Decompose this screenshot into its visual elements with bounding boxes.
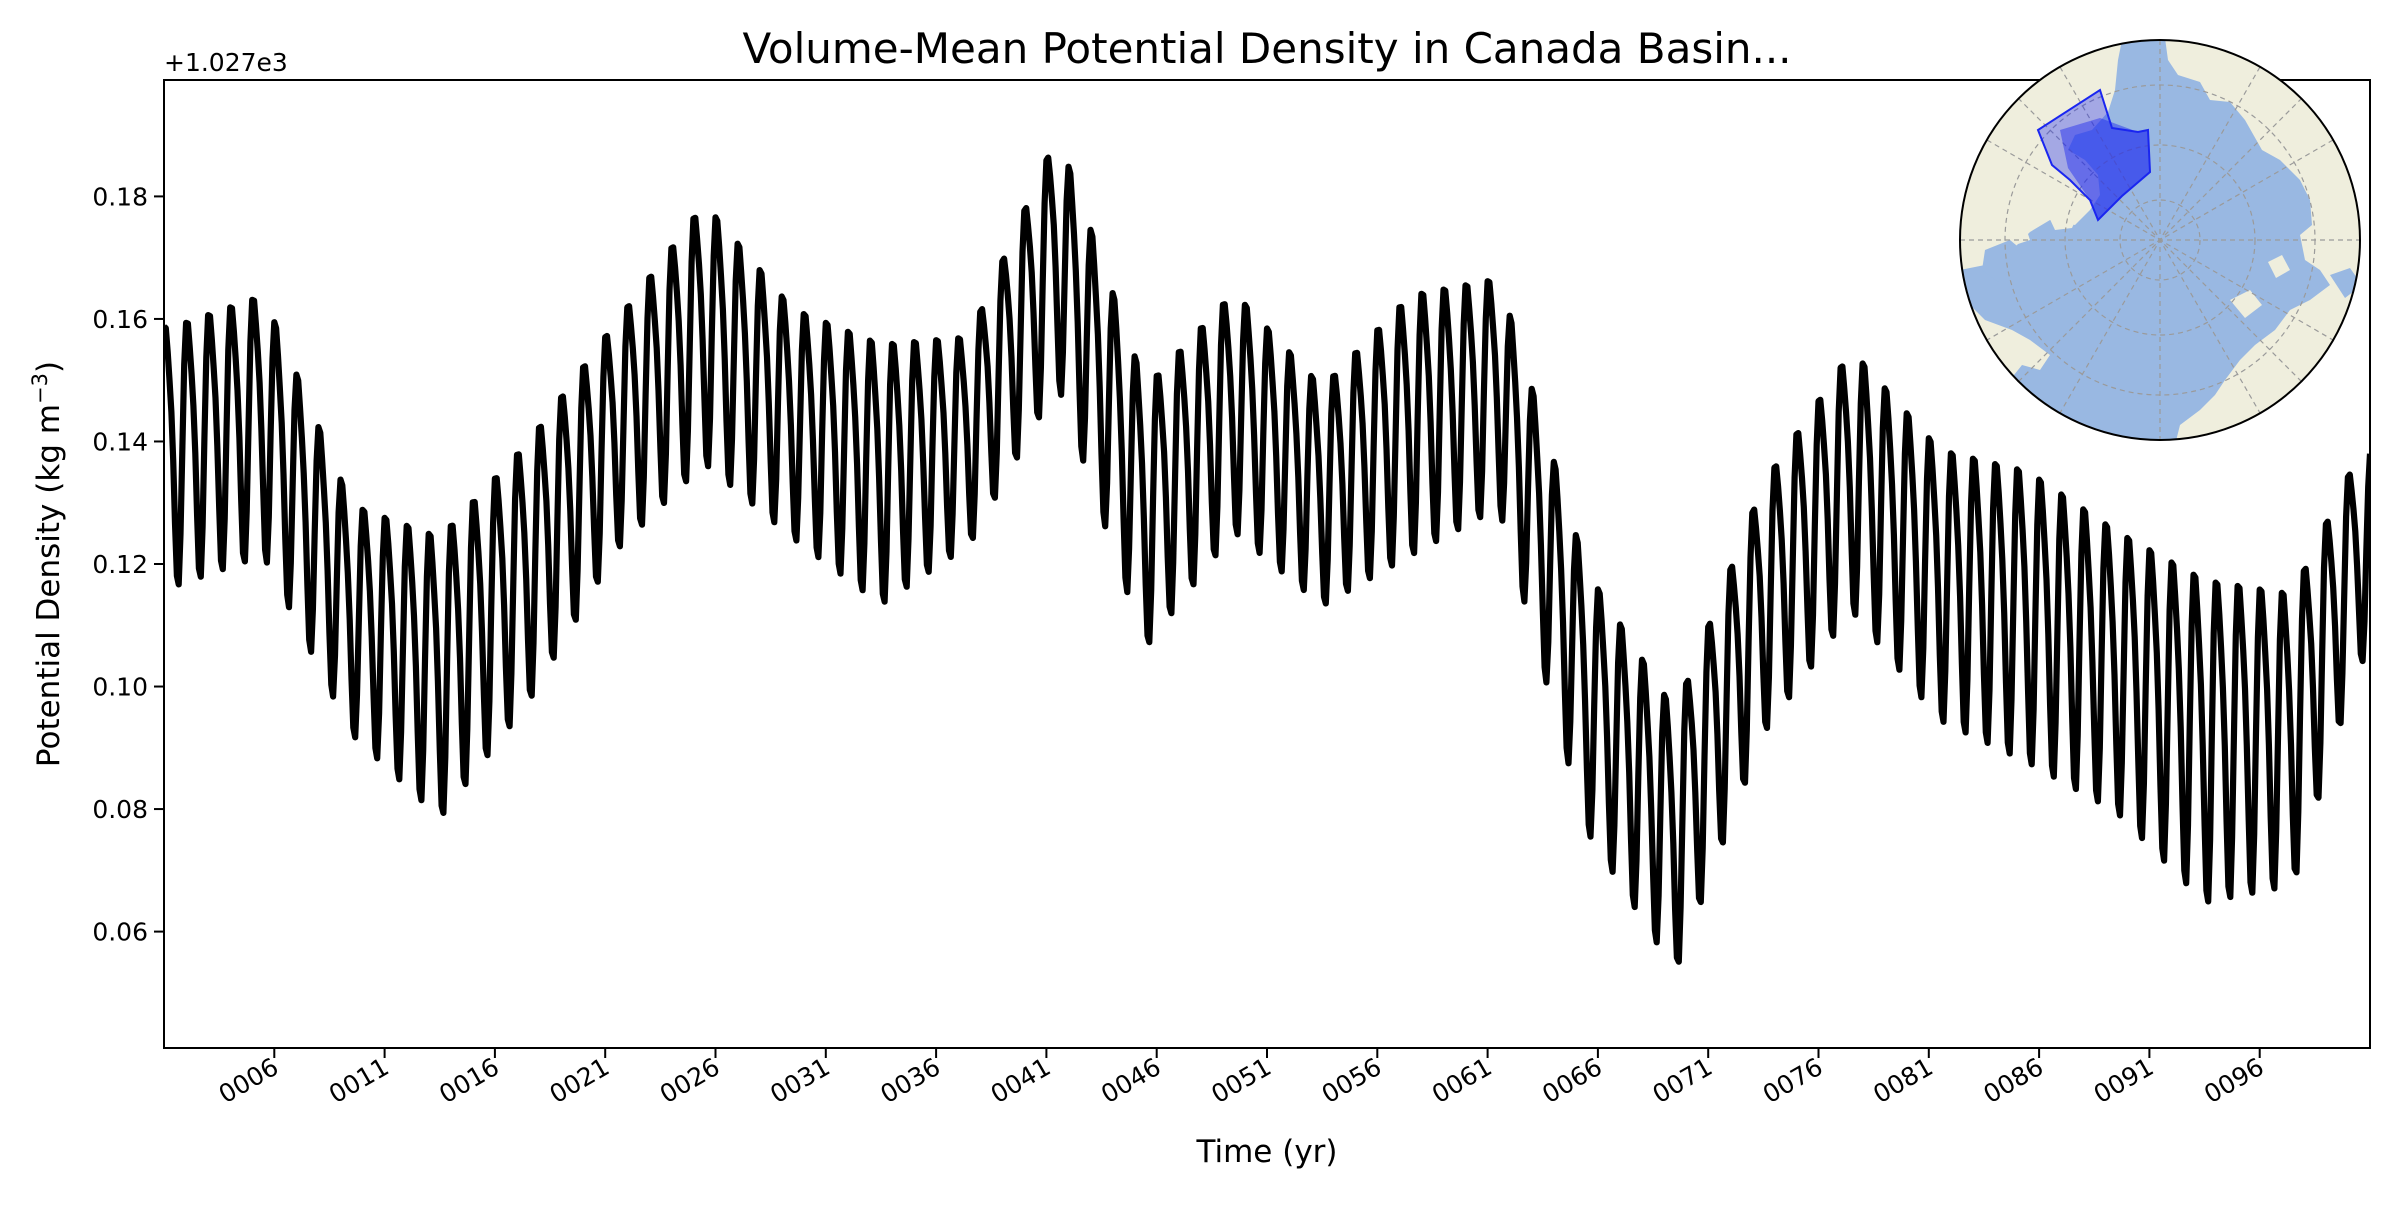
y-axis: 0.06 0.08 0.10 0.12 0.14 0.16 0.18: [92, 182, 164, 947]
y-tick-label: 0.08: [92, 795, 148, 824]
map-ocean: [1960, 40, 2330, 440]
y-tick-label: 0.06: [92, 918, 148, 947]
y-tick-label: 0.10: [92, 673, 148, 702]
y-axis-label: Potential Density (kg m−3): [28, 361, 67, 767]
x-axis-label: Time (yr): [1196, 1134, 1338, 1170]
map-region-inner: [2060, 118, 2150, 220]
y-tick-label: 0.12: [92, 550, 148, 579]
map-boundary: [1959, 39, 2361, 441]
map-island: [2030, 190, 2052, 212]
chart-title: Volume-Mean Potential Density in Canada …: [742, 24, 1791, 73]
y-axis-label-main: Potential Density (kg m: [31, 404, 67, 767]
map-island: [2230, 290, 2262, 318]
map-hudson-bay: [1982, 240, 2028, 282]
map-island: [2048, 200, 2080, 230]
y-tick-label: 0.16: [92, 305, 148, 334]
map-region-outer: [2036, 88, 2152, 222]
map-latitude-circle: [2064, 144, 2256, 336]
y-axis-label-close: ): [31, 361, 67, 373]
y-axis-label-exponent: −3: [28, 373, 52, 404]
map-island: [2012, 225, 2030, 244]
map-gridlines: [1960, 40, 2360, 440]
y-axis-offset-label: +1.027e3: [164, 48, 288, 77]
map-meridian: [1986, 139, 2334, 341]
series-line: [164, 154, 2370, 965]
map-island: [2268, 255, 2290, 278]
y-tick-label: 0.18: [92, 182, 148, 211]
map-islands: [2012, 178, 2290, 318]
map-island: [2078, 178, 2095, 198]
inset-map: [1959, 39, 2361, 441]
y-tick-label: 0.14: [92, 427, 148, 456]
map-latitude-circle: [2119, 199, 2201, 281]
